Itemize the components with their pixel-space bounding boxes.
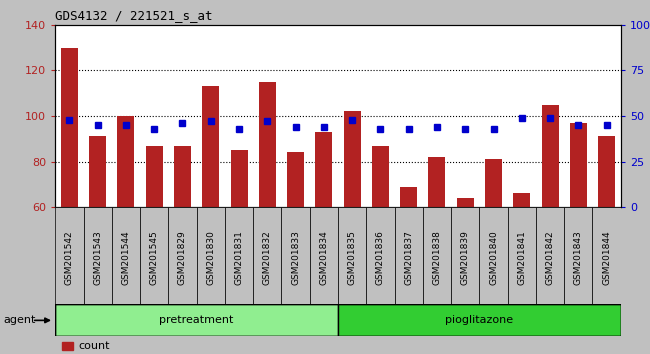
Bar xyxy=(451,207,480,308)
Text: GSM201839: GSM201839 xyxy=(461,230,470,285)
Text: GSM201544: GSM201544 xyxy=(122,230,131,285)
Bar xyxy=(89,136,106,207)
Bar xyxy=(570,123,587,207)
Text: GSM201843: GSM201843 xyxy=(574,230,583,285)
Text: GSM201836: GSM201836 xyxy=(376,230,385,285)
Bar xyxy=(225,207,254,308)
Text: GSM201829: GSM201829 xyxy=(178,230,187,285)
Text: agent: agent xyxy=(3,315,36,325)
Text: GSM201830: GSM201830 xyxy=(206,230,215,285)
Bar xyxy=(254,207,281,308)
Bar xyxy=(508,207,536,308)
Bar xyxy=(196,207,225,308)
Text: GSM201844: GSM201844 xyxy=(602,230,611,285)
Text: pretreatment: pretreatment xyxy=(159,315,234,325)
Text: GSM201545: GSM201545 xyxy=(150,230,159,285)
Bar xyxy=(457,198,474,207)
Bar xyxy=(174,145,191,207)
Bar xyxy=(593,207,621,308)
Bar xyxy=(231,150,248,207)
Bar xyxy=(514,193,530,207)
Bar xyxy=(485,159,502,207)
Text: GSM201835: GSM201835 xyxy=(348,230,357,285)
Text: GSM201542: GSM201542 xyxy=(65,230,74,285)
Bar xyxy=(55,207,83,308)
Text: count: count xyxy=(78,341,109,351)
Text: GSM201840: GSM201840 xyxy=(489,230,498,285)
Text: GSM201833: GSM201833 xyxy=(291,230,300,285)
Bar xyxy=(428,157,445,207)
Text: GSM201832: GSM201832 xyxy=(263,230,272,285)
Bar xyxy=(140,207,168,308)
Bar xyxy=(422,207,451,308)
Text: GSM201837: GSM201837 xyxy=(404,230,413,285)
Bar xyxy=(338,207,367,308)
Bar xyxy=(541,104,558,207)
Text: GSM201842: GSM201842 xyxy=(545,230,554,285)
Bar xyxy=(480,207,508,308)
Bar xyxy=(112,207,140,308)
Bar xyxy=(598,136,615,207)
Bar xyxy=(536,207,564,308)
Bar xyxy=(372,145,389,207)
Bar xyxy=(287,152,304,207)
Text: GSM201838: GSM201838 xyxy=(432,230,441,285)
Bar xyxy=(118,116,135,207)
Bar xyxy=(564,207,593,308)
Text: GDS4132 / 221521_s_at: GDS4132 / 221521_s_at xyxy=(55,9,213,22)
Bar xyxy=(55,304,338,336)
Text: GSM201841: GSM201841 xyxy=(517,230,526,285)
Bar xyxy=(281,207,310,308)
Bar xyxy=(83,207,112,308)
Bar xyxy=(344,112,361,207)
Bar xyxy=(315,132,332,207)
Bar xyxy=(259,82,276,207)
Bar xyxy=(367,207,395,308)
Bar xyxy=(146,145,162,207)
Bar xyxy=(400,187,417,207)
Bar xyxy=(338,304,621,336)
Text: GSM201543: GSM201543 xyxy=(93,230,102,285)
Bar xyxy=(310,207,338,308)
Text: GSM201834: GSM201834 xyxy=(319,230,328,285)
Bar xyxy=(168,207,197,308)
Text: GSM201831: GSM201831 xyxy=(235,230,244,285)
Bar xyxy=(395,207,423,308)
Bar xyxy=(202,86,219,207)
Bar xyxy=(61,47,78,207)
Text: pioglitazone: pioglitazone xyxy=(445,315,514,325)
